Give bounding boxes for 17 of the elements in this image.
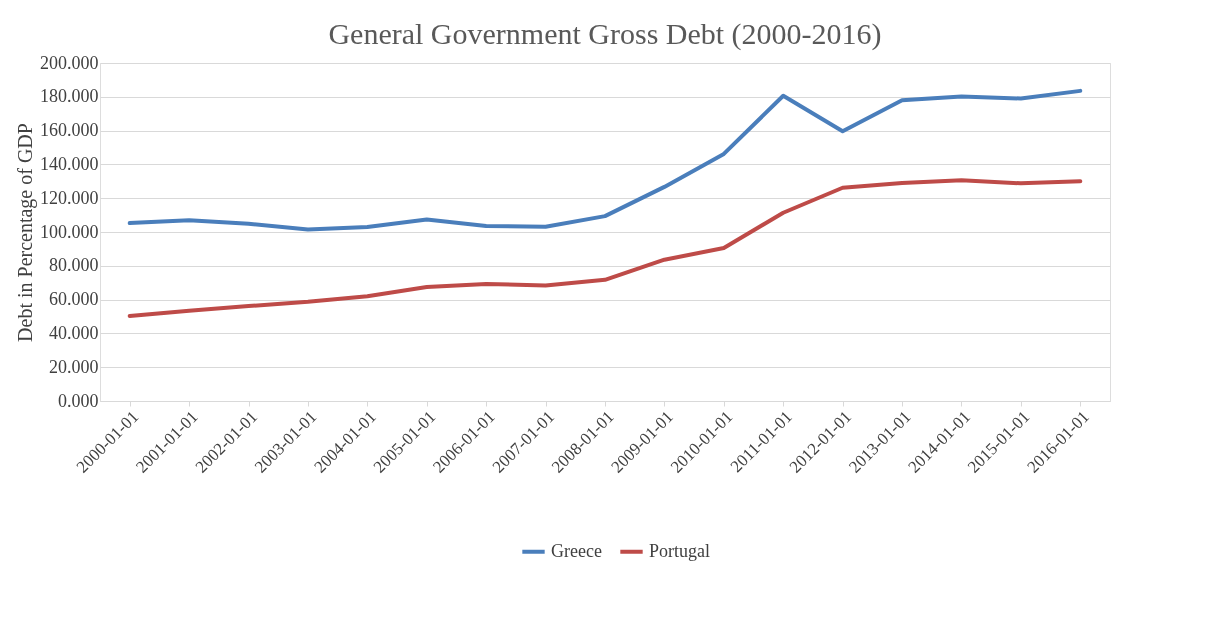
y-tick-label: 100.000 [40,221,99,242]
legend-label: Greece [551,540,602,561]
line-series [127,178,1083,318]
y-tick-label: 20.000 [49,356,99,377]
y-axis-title: Debt in Percentage of GDP [14,123,37,342]
y-tick-label: 120.000 [40,187,99,208]
y-tick-label: 200.000 [40,52,99,73]
y-tick-label: 180.000 [40,86,99,107]
y-tick-label: 140.000 [40,153,99,174]
legend-label: Portugal [649,540,710,561]
y-tick-label: 40.000 [49,322,99,343]
y-tick-label: 0.000 [58,390,99,411]
y-tick-label: 60.000 [49,289,99,310]
y-tick-label: 160.000 [40,120,99,141]
line-series [127,88,1083,232]
chart-title: General Government Gross Debt (2000-2016) [328,17,882,51]
y-tick-label: 80.000 [49,255,99,276]
